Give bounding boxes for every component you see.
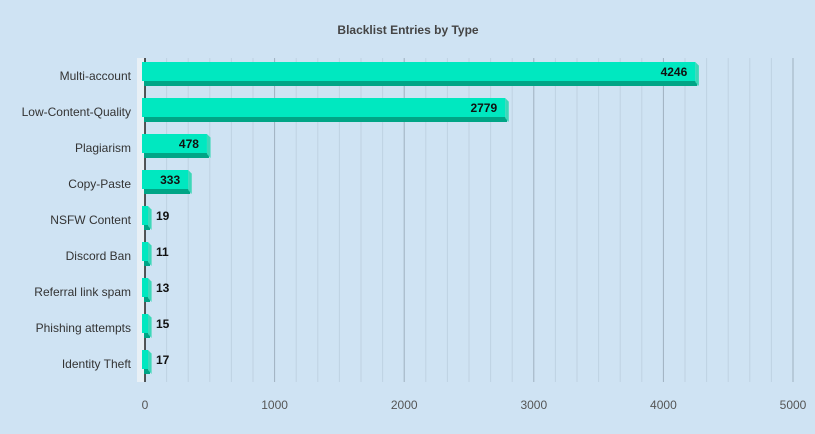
bar-value-label: 13	[156, 281, 170, 295]
bars-group: 4246 2779 478 333 19 11 13 15 17	[142, 62, 699, 374]
bar: 478	[142, 134, 211, 158]
bar-value-label: 4246	[661, 65, 688, 79]
bar-front-face	[142, 170, 189, 189]
x-tick-label: 1000	[261, 398, 288, 412]
bar-side-face	[505, 98, 509, 122]
bar-front-face	[142, 242, 148, 261]
bar-side-face	[148, 206, 152, 230]
bar-side-face	[148, 278, 152, 302]
bar-bottom-shade	[144, 333, 150, 338]
chart-title: Blacklist Entries by Type	[337, 23, 478, 37]
category-label: Phishing attempts	[36, 321, 131, 335]
category-label: Referral link spam	[34, 285, 131, 299]
bar-value-label: 11	[156, 245, 169, 259]
bar-side-face	[695, 62, 699, 86]
bar-value-label: 333	[160, 173, 180, 187]
bar-side-face	[188, 170, 192, 194]
bar: 2779	[142, 98, 509, 122]
bar: 333	[142, 170, 192, 194]
bar: 17	[142, 350, 170, 374]
category-label: Low-Content-Quality	[22, 105, 131, 119]
bar-bottom-shade	[144, 369, 150, 374]
bar-value-label: 19	[156, 209, 170, 223]
bar-value-label: 17	[156, 353, 170, 367]
bar-front-face	[142, 350, 148, 369]
bar-bottom-shade	[144, 189, 191, 194]
x-tick-label: 3000	[520, 398, 547, 412]
category-label: Discord Ban	[66, 249, 131, 263]
x-tick-label: 4000	[650, 398, 677, 412]
bar: 11	[142, 242, 169, 266]
bar-front-face	[142, 206, 148, 225]
category-label: Copy-Paste	[68, 177, 131, 191]
bar: 15	[142, 314, 170, 338]
bar-value-label: 478	[179, 137, 199, 151]
bar-bottom-shade	[144, 153, 209, 158]
bar: 4246	[142, 62, 699, 86]
category-label: NSFW Content	[50, 213, 131, 227]
bar-bottom-shade	[144, 261, 150, 266]
bar-bottom-shade	[144, 297, 150, 302]
x-tick-label: 5000	[780, 398, 807, 412]
bar-bottom-shade	[144, 117, 508, 122]
bar-bottom-shade	[144, 81, 698, 86]
bar-side-face	[148, 242, 152, 266]
category-label: Plagiarism	[75, 141, 131, 155]
bar-front-face	[142, 134, 207, 153]
bar-side-face	[148, 314, 152, 338]
axis-wall	[137, 58, 145, 382]
category-labels: Multi-account Low-Content-Quality Plagiari…	[22, 69, 132, 371]
bar-side-face	[206, 134, 211, 158]
bar-value-label: 15	[156, 317, 170, 331]
bar-value-label: 2779	[470, 101, 497, 115]
bar-side-face	[148, 350, 152, 374]
bar-front-face	[142, 278, 148, 297]
category-label: Multi-account	[60, 69, 132, 83]
bar-bottom-shade	[144, 225, 150, 230]
x-tick-label: 0	[142, 398, 149, 412]
x-tick-label: 2000	[391, 398, 418, 412]
category-label: Identity Theft	[62, 357, 132, 371]
bar: 19	[142, 206, 170, 230]
bar-front-face	[142, 314, 148, 333]
bar-front-face	[142, 98, 506, 117]
bar-front-face	[142, 62, 696, 81]
bar: 13	[142, 278, 170, 302]
